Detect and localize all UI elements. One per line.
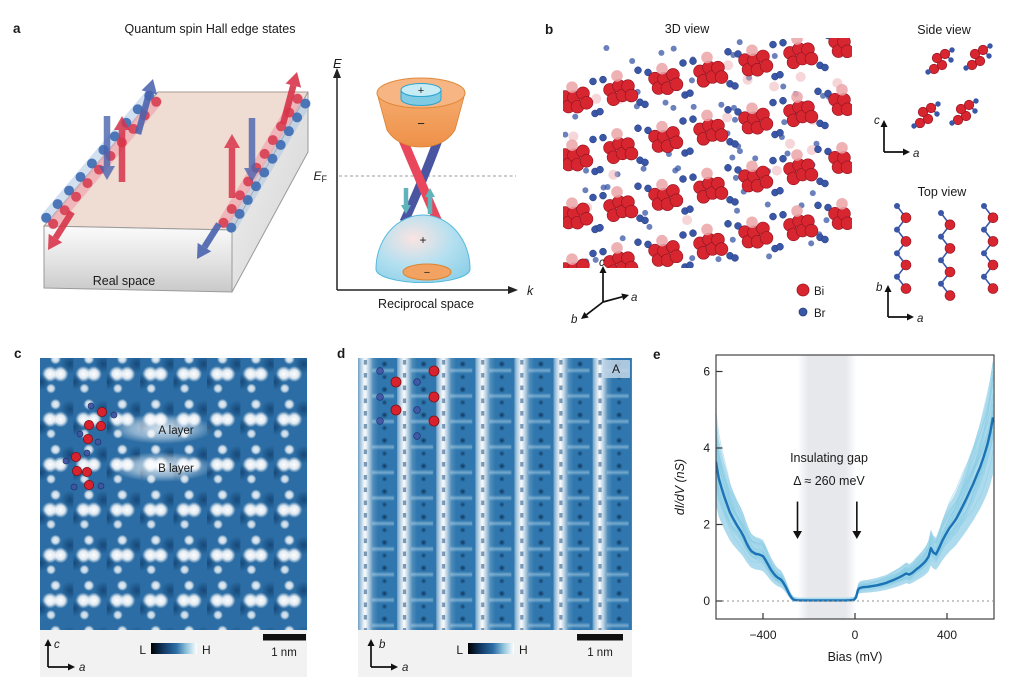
lower-plus-symbol: +	[419, 233, 426, 247]
crystal-3d-view	[563, 38, 852, 268]
valence-band-dome	[375, 214, 471, 283]
panel-b: 3D view Side view Top view c a b c a b a…	[563, 22, 999, 326]
panel-c-axes-arrows	[44, 639, 75, 671]
atom-overlay-d	[376, 365, 440, 440]
colorbar-d-high-label: H	[519, 643, 528, 657]
axis-top-b-label: b	[876, 282, 883, 294]
y-axis-label: dI/dV (nS)	[673, 459, 687, 515]
axis-3d-b-label: b	[571, 314, 578, 326]
panel-c-axis-h-label: a	[79, 662, 85, 674]
fermi-level-label: EF	[313, 169, 327, 184]
view-3d-title: 3D view	[665, 22, 710, 36]
upper-minus-symbol: −	[417, 116, 425, 131]
crystal-axes-arrows	[581, 120, 914, 321]
energy-axis-arrowhead	[333, 68, 341, 78]
momentum-axis-arrowhead	[508, 286, 518, 294]
panel-d-axis-v-label: b	[379, 639, 386, 651]
axis-top-a-label: a	[917, 313, 923, 325]
panel-c: A layer B layer c a L H 1 nm	[40, 358, 307, 677]
legend-br-label: Br	[814, 308, 826, 320]
svg-text:400: 400	[937, 628, 957, 642]
legend-br-swatch	[798, 307, 808, 317]
fermi-f-subscript: F	[322, 174, 328, 184]
didv-curves	[716, 359, 994, 602]
fermi-e: E	[313, 169, 322, 183]
panel-d: A b a L H 1 nm	[358, 358, 632, 677]
valence-inner-disk	[402, 263, 452, 281]
scalebar-c	[263, 634, 306, 641]
svg-text:2: 2	[703, 518, 710, 532]
reciprocal-space-caption: Reciprocal space	[378, 297, 474, 311]
legend-bi-swatch	[796, 283, 810, 297]
colorbar-d-low-label: L	[456, 643, 463, 657]
view-side-title: Side view	[917, 23, 971, 37]
spin-up-band	[398, 138, 443, 224]
axis-3d-c-label: c	[599, 257, 605, 269]
panel-label-d: d	[337, 346, 345, 361]
svg-text:−400: −400	[749, 628, 776, 642]
spin-direction-arrows	[401, 188, 435, 214]
colorbar-d	[468, 643, 514, 654]
colorbar-c-low-label: L	[139, 643, 146, 657]
crystal-side-view	[911, 43, 993, 129]
axis-side-c-label: c	[874, 115, 880, 127]
energy-axis-label: E	[333, 56, 342, 71]
axis-3d-a-label: a	[631, 292, 637, 304]
panel-label-a: a	[13, 21, 21, 36]
real-space-caption: Real space	[93, 274, 156, 288]
panel-d-axis-h-label: a	[402, 662, 408, 674]
panel-d-axes-arrows	[367, 639, 398, 671]
a-layer-glow	[110, 414, 214, 444]
panel-c-axis-v-label: c	[54, 639, 60, 651]
svg-text:0: 0	[852, 628, 859, 642]
colorbar-c	[151, 643, 197, 654]
scalebar-d	[577, 634, 623, 641]
scalebar-c-label: 1 nm	[271, 647, 297, 659]
svg-text:4: 4	[703, 441, 710, 455]
panel-a-title: Quantum spin Hall edge states	[125, 22, 296, 36]
view-top-title: Top view	[918, 185, 968, 199]
scalebar-d-label: 1 nm	[587, 647, 613, 659]
gap-annotation-line1: Insulating gap	[790, 451, 868, 465]
x-axis-label: Bias (mV)	[828, 650, 883, 664]
colorbar-c-high-label: H	[202, 643, 211, 657]
lower-minus-symbol: −	[424, 267, 430, 279]
insulating-gap-band	[797, 355, 857, 619]
panel-label-c: c	[14, 346, 22, 361]
legend-bi-label: Bi	[814, 286, 824, 298]
conduction-inner-top	[400, 83, 442, 97]
svg-text:0: 0	[703, 594, 710, 608]
stm-image-c-texture	[40, 358, 307, 630]
atom-overlay-c	[62, 402, 118, 491]
crystal-top-view	[894, 203, 999, 301]
svg-text:6: 6	[703, 365, 710, 379]
upper-plus-symbol: +	[418, 85, 424, 97]
stm-image-d-texture	[358, 358, 632, 630]
b-layer-glow	[110, 452, 214, 482]
gap-annotation-line2: Δ ≈ 260 meV	[793, 474, 865, 488]
panel-label-b: b	[545, 22, 553, 37]
corner-tag-label: A	[612, 362, 620, 376]
panel-a: Quantum spin Hall edge states Real space…	[40, 22, 534, 311]
chart-frame	[715, 354, 995, 620]
b-layer-label: B layer	[158, 463, 194, 475]
axis-side-a-label: a	[913, 148, 919, 160]
didv-axes: −400 0 400 0 2 4 6	[703, 365, 993, 642]
panel-label-e: e	[653, 347, 661, 362]
spin-arrows	[48, 72, 302, 259]
corner-tag-box	[603, 360, 630, 378]
a-layer-label: A layer	[158, 425, 193, 437]
momentum-axis-label: k	[527, 284, 534, 298]
